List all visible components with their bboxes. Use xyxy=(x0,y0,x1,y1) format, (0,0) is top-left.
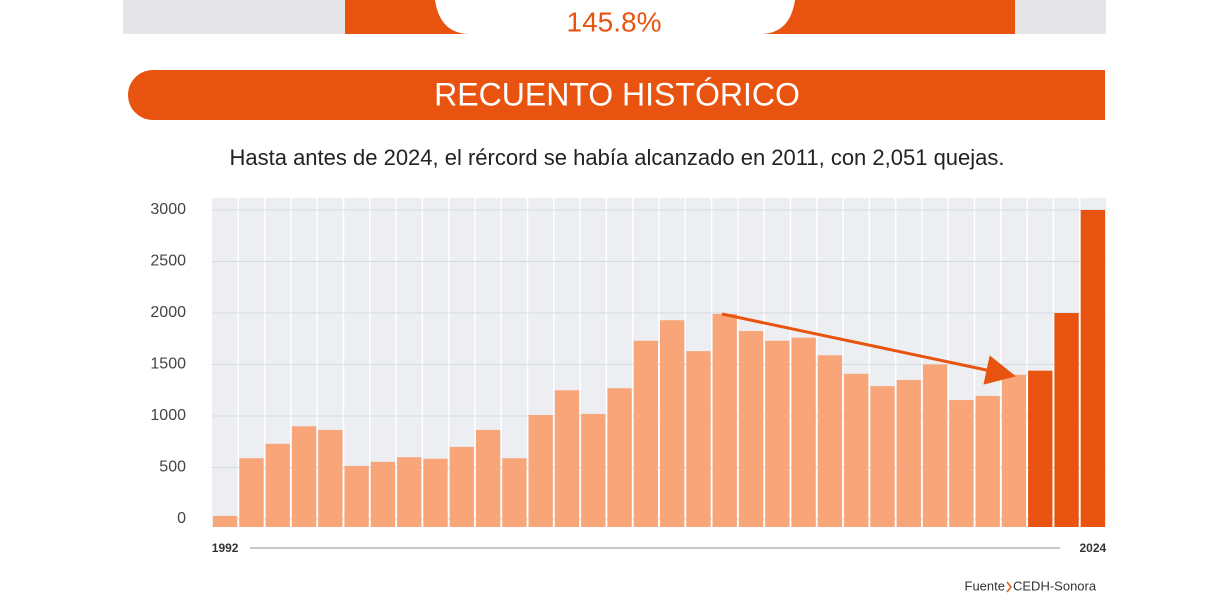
bar xyxy=(344,465,369,527)
y-tick-label: 1000 xyxy=(150,407,186,424)
bar xyxy=(1080,210,1105,527)
source-chevron xyxy=(1006,581,1012,593)
x-tick-label: 2024 xyxy=(1080,541,1107,555)
bar xyxy=(265,443,290,527)
header: RECUENTO HISTÓRICO xyxy=(434,76,800,112)
bar xyxy=(528,414,553,527)
bar xyxy=(870,386,895,527)
bar xyxy=(975,395,1000,527)
bar xyxy=(1001,374,1027,527)
bar xyxy=(318,429,343,527)
bar xyxy=(896,379,921,527)
bar xyxy=(370,461,396,527)
bar xyxy=(712,314,737,527)
bar xyxy=(844,373,869,527)
top-shape-inner xyxy=(435,0,795,34)
y-tick-label: 0 xyxy=(177,510,186,527)
bar xyxy=(791,337,816,527)
trend-arrow xyxy=(721,312,1016,385)
header-banner xyxy=(128,70,1105,120)
source-label: Fuente xyxy=(965,578,1005,593)
bar xyxy=(291,426,317,527)
bar xyxy=(633,340,658,527)
y-tick-label: 2000 xyxy=(150,304,186,321)
y-tick-label: 500 xyxy=(159,459,186,476)
y-tick-label: 3000 xyxy=(150,201,186,218)
bar xyxy=(922,364,948,527)
y-tick-label: 2500 xyxy=(150,253,186,270)
subtitle: Hasta antes de 2024, el rércord se había… xyxy=(229,145,1004,170)
top-stat: 145.8% xyxy=(567,6,662,37)
bar xyxy=(475,429,501,527)
y-tick-label: 1500 xyxy=(150,356,186,373)
bar xyxy=(949,400,974,527)
bar xyxy=(1054,313,1079,527)
bar xyxy=(423,458,448,527)
bar xyxy=(607,388,632,527)
bar xyxy=(397,457,422,527)
bar xyxy=(1028,370,1053,527)
bar xyxy=(765,340,790,527)
bar xyxy=(686,351,711,527)
bar xyxy=(554,390,580,527)
bar xyxy=(449,446,474,527)
source: CEDH-Sonora xyxy=(1013,578,1097,593)
bar xyxy=(817,355,843,527)
bar xyxy=(738,331,764,527)
x-tick-label: 1992 xyxy=(212,541,239,555)
bar xyxy=(581,413,606,527)
bar xyxy=(660,320,685,527)
bar xyxy=(239,458,264,527)
bar xyxy=(213,515,238,527)
bar xyxy=(502,458,527,527)
